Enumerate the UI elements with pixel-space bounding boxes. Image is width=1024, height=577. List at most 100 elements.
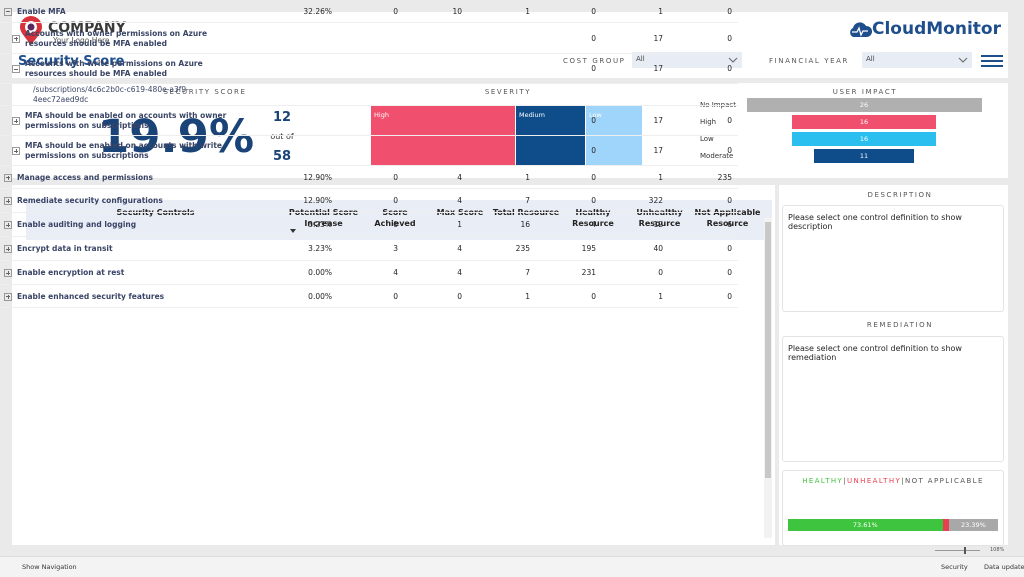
table-row[interactable]: Manage access and permissions12.90%04101… [0, 166, 738, 189]
user-impact-title: USER IMPACT [800, 88, 930, 96]
status-bar [0, 556, 1024, 577]
table-cell: 17 [603, 64, 663, 74]
table-cell: 1 [402, 220, 462, 230]
expand-toggle[interactable] [4, 8, 12, 16]
table-cell: 0 [536, 116, 596, 126]
control-name: Enable MFA [17, 0, 239, 23]
control-name: Enable auditing and logging [17, 213, 239, 237]
control-name: Remediate security configurations [17, 189, 239, 213]
legend-item: HEALTHY [802, 477, 843, 485]
expand-toggle[interactable] [12, 65, 20, 73]
table-cell: 0 [536, 196, 596, 206]
description-text: Please select one control definition to … [788, 213, 1000, 231]
expand-toggle[interactable] [4, 293, 12, 301]
table-row[interactable]: MFA should be enabled on accounts with w… [0, 136, 738, 166]
table-cell: 17 [603, 116, 663, 126]
table-cell: 0 [672, 196, 732, 206]
scrollbar[interactable] [764, 218, 772, 538]
table-row[interactable]: /subscriptions/4c6c2b0c-c619-480e-a3f9-4… [0, 84, 738, 106]
zoom-thumb[interactable] [964, 547, 966, 554]
table-cell: 4 [402, 268, 462, 278]
table-cell: 0 [672, 268, 732, 278]
table-cell: 0.00% [272, 292, 332, 302]
table-cell: 1 [470, 173, 530, 183]
show-navigation[interactable]: Show Navigation [22, 563, 77, 571]
table-cell: 7 [470, 268, 530, 278]
table-cell: 0 [402, 292, 462, 302]
table-cell: 12.90% [272, 196, 332, 206]
filter-dropdown[interactable]: All [862, 52, 972, 68]
page-name[interactable]: Security [941, 563, 968, 571]
table-cell: 4 [536, 220, 596, 230]
control-name: Encrypt data in transit [17, 237, 239, 261]
table-cell: 1 [603, 292, 663, 302]
health-box: HEALTHY|UNHEALTHY|NOT APPLICABLE 73.61% 23… [782, 470, 1004, 546]
filter-value: All [866, 55, 875, 63]
table-cell: 1 [470, 7, 530, 17]
table-cell: 0.00% [272, 268, 332, 278]
table-row[interactable]: Encrypt data in transit3.23%34235195400 [0, 237, 738, 261]
table-cell: 17 [603, 34, 663, 44]
expand-toggle[interactable] [4, 197, 12, 205]
impact-bar: 11 [814, 149, 913, 163]
table-cell: 12.90% [272, 173, 332, 183]
table-cell: 0 [672, 7, 732, 17]
table-cell: 0 [536, 173, 596, 183]
menu-button[interactable] [981, 55, 1003, 67]
table-cell: 40 [603, 244, 663, 254]
table-row[interactable]: MFA should be enabled on accounts with o… [0, 106, 738, 136]
table-cell: 0 [672, 244, 732, 254]
table-row[interactable]: Accounts with owner permissions on Azure… [0, 23, 738, 54]
impact-bar: 16 [792, 132, 937, 146]
table-cell: 0 [672, 116, 732, 126]
table-row[interactable]: Accounts with write permissions on Azure… [0, 54, 738, 84]
expand-toggle[interactable] [12, 35, 20, 43]
cloud-icon [848, 21, 872, 38]
control-name: Enable encryption at rest [17, 261, 239, 285]
table-cell: 235 [470, 244, 530, 254]
table-cell: 322 [603, 196, 663, 206]
table-cell: 0 [672, 292, 732, 302]
table-cell: 0 [338, 220, 398, 230]
table-cell: 0 [338, 7, 398, 17]
description-title: DESCRIPTION [800, 191, 1000, 199]
table-cell: 0 [672, 64, 732, 74]
table-cell: 195 [536, 244, 596, 254]
health-segment: 73.61% [788, 519, 943, 531]
table-cell: 3.23% [272, 220, 332, 230]
table-cell: 0 [338, 292, 398, 302]
table-row[interactable]: Enable auditing and logging3.23%01164126 [0, 213, 738, 237]
table-cell: 0 [672, 146, 732, 156]
table-cell: 1 [603, 7, 663, 17]
remediation-box: Please select one control definition to … [782, 336, 1004, 462]
table-row[interactable]: Remediate security configurations 12.90% 0… [0, 189, 738, 213]
control-name: Accounts with owner permissions on Azure… [25, 23, 239, 54]
expand-toggle[interactable] [4, 174, 12, 182]
control-name: Accounts with write permissions on Azure… [25, 54, 239, 84]
health-segment: 23.39% [949, 519, 998, 531]
expand-toggle[interactable] [4, 245, 12, 253]
zoom-level: 108% [990, 547, 1004, 553]
zoom-slider[interactable] [935, 550, 980, 551]
control-name: Enable enhanced security features [17, 285, 239, 308]
table-row[interactable]: Enable MFA32.26%0101010 [0, 0, 738, 23]
control-name: MFA should be enabled on accounts with o… [25, 106, 239, 136]
chevron [958, 57, 968, 63]
table-cell: 235 [672, 173, 732, 183]
table-cell: 0 [338, 173, 398, 183]
health-legend: HEALTHY|UNHEALTHY|NOT APPLICABLE [783, 477, 1003, 485]
expand-toggle[interactable] [4, 221, 12, 229]
legend-item: UNHEALTHY [847, 477, 901, 485]
impact-bar: 16 [792, 115, 937, 129]
expand-toggle[interactable] [12, 117, 20, 125]
control-name: /subscriptions/4c6c2b0c-c619-480e-a3f9-4… [33, 84, 239, 106]
filter-label: FINANCIAL YEAR [769, 57, 849, 65]
table-row[interactable]: Enable enhanced security features0.00%00… [0, 285, 738, 308]
expand-toggle[interactable] [12, 147, 20, 155]
impact-bar: 26 [747, 98, 982, 112]
table-cell: 16 [470, 220, 530, 230]
expand-toggle[interactable] [4, 269, 12, 277]
table-row[interactable]: Enable encryption at rest0.00%44723100 [0, 261, 738, 285]
description-box: Please select one control definition to … [782, 205, 1004, 312]
